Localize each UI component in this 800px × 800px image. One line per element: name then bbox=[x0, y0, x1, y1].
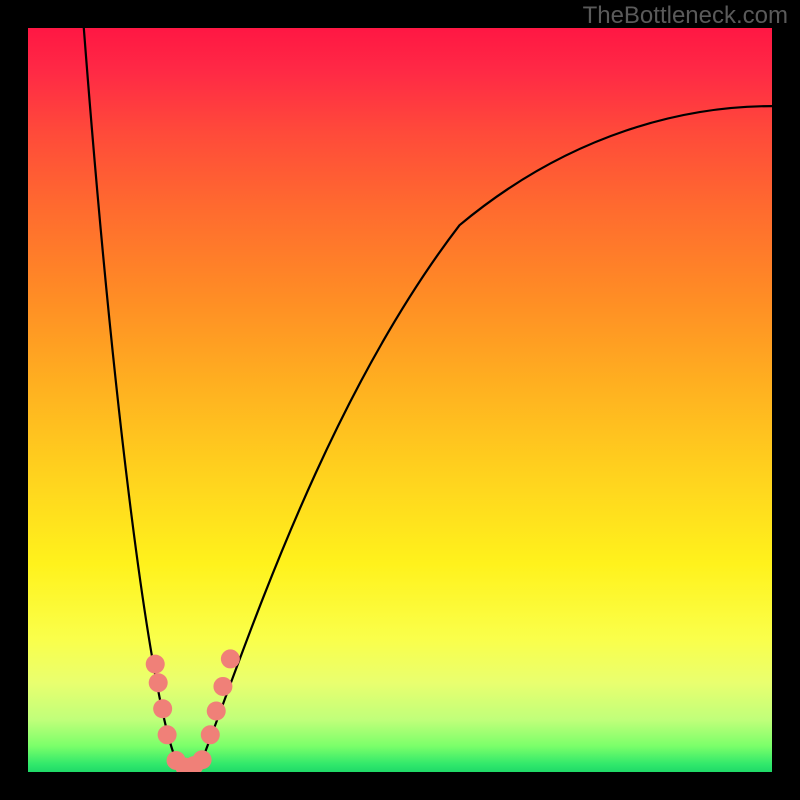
bottleneck-chart bbox=[0, 0, 800, 800]
data-marker bbox=[221, 649, 240, 668]
chart-container: TheBottleneck.com bbox=[0, 0, 800, 800]
data-marker bbox=[213, 677, 232, 696]
data-marker bbox=[201, 725, 220, 744]
data-marker bbox=[146, 655, 165, 674]
data-marker bbox=[153, 699, 172, 718]
plot-background-gradient bbox=[28, 28, 772, 772]
data-marker bbox=[193, 750, 212, 769]
data-marker bbox=[149, 673, 168, 692]
data-marker bbox=[207, 701, 226, 720]
data-marker bbox=[158, 725, 177, 744]
watermark-text: TheBottleneck.com bbox=[583, 2, 788, 30]
